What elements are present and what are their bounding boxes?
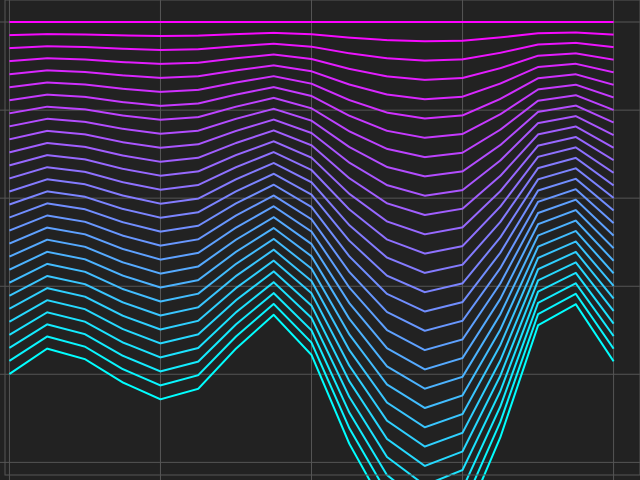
series-line	[9, 198, 615, 352]
series-line	[8, 282, 615, 480]
series-line	[9, 83, 614, 139]
series-line	[8, 292, 615, 480]
series-line	[8, 250, 615, 448]
series-line	[9, 167, 615, 294]
series-line	[9, 177, 615, 313]
series-line	[9, 94, 614, 159]
plot-frame	[4, 0, 640, 476]
series-line	[9, 31, 614, 43]
series-line	[9, 156, 615, 274]
series-line	[9, 125, 615, 216]
series-line	[9, 41, 614, 62]
series-line	[8, 261, 615, 467]
series-line	[9, 52, 614, 81]
series-line	[8, 240, 615, 429]
series-line	[9, 136, 615, 236]
series-group	[8, 21, 615, 480]
series-line	[9, 73, 614, 120]
series-line	[9, 115, 615, 197]
series-line	[8, 219, 615, 390]
series-line	[8, 209, 615, 371]
series-line	[8, 230, 615, 409]
series-line	[8, 303, 615, 480]
series-line	[9, 188, 615, 332]
series-line	[9, 104, 615, 178]
series-line	[9, 146, 615, 255]
series-line	[8, 271, 615, 480]
series-line	[9, 62, 614, 101]
